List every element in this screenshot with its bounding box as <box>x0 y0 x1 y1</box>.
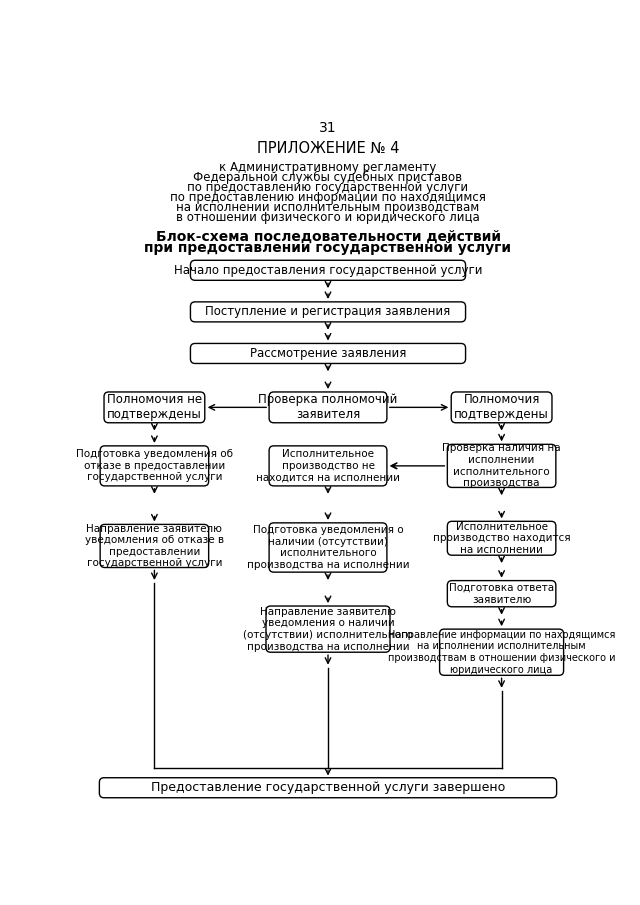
Text: Направление заявителю
уведомления о наличии
(отсутствии) исполнительного
произво: Направление заявителю уведомления о нали… <box>243 606 413 652</box>
FancyBboxPatch shape <box>269 392 387 423</box>
Text: Подготовка уведомления об
отказе в предоставлении
государственной услуги: Подготовка уведомления об отказе в предо… <box>76 449 233 482</box>
Text: Федеральной службы судебных приставов: Федеральной службы судебных приставов <box>193 171 463 184</box>
Text: при предоставлении государственной услуги: при предоставлении государственной услуг… <box>145 241 511 255</box>
Text: в отношении физического и юридического лица: в отношении физического и юридического л… <box>176 211 480 224</box>
Text: 31: 31 <box>319 121 337 135</box>
Text: Рассмотрение заявления: Рассмотрение заявления <box>250 347 406 360</box>
Text: Полномочия
подтверждены: Полномочия подтверждены <box>454 394 549 422</box>
Text: к Административному регламенту: к Административному регламенту <box>220 161 436 174</box>
FancyBboxPatch shape <box>447 521 556 555</box>
FancyBboxPatch shape <box>447 444 556 488</box>
Text: Направление заявителю
уведомления об отказе в
предоставлении
государственной усл: Направление заявителю уведомления об отк… <box>85 524 224 568</box>
Text: Блок-схема последовательности действий: Блок-схема последовательности действий <box>156 230 500 244</box>
Text: Направление информации по находящимся
на исполнении исполнительным
производствам: Направление информации по находящимся на… <box>388 630 615 674</box>
FancyBboxPatch shape <box>191 344 465 364</box>
Text: Начало предоставления государственной услуги: Начало предоставления государственной ус… <box>173 263 483 277</box>
Text: Полномочия не
подтверждены: Полномочия не подтверждены <box>107 394 202 422</box>
FancyBboxPatch shape <box>99 777 557 797</box>
Text: по предоставлению государственной услуги: по предоставлению государственной услуги <box>188 181 468 194</box>
FancyBboxPatch shape <box>440 629 564 675</box>
Text: Предоставление государственной услуги завершено: Предоставление государственной услуги за… <box>151 781 505 795</box>
Text: Поступление и регистрация заявления: Поступление и регистрация заявления <box>205 305 451 319</box>
FancyBboxPatch shape <box>100 524 209 567</box>
Text: Проверка наличия на
исполнении
исполнительного
производства: Проверка наличия на исполнении исполните… <box>442 443 561 489</box>
FancyBboxPatch shape <box>100 446 209 486</box>
Text: ПРИЛОЖЕНИЕ № 4: ПРИЛОЖЕНИЕ № 4 <box>257 141 399 156</box>
FancyBboxPatch shape <box>447 581 556 606</box>
Text: Подготовка ответа
заявителю: Подготовка ответа заявителю <box>449 583 554 605</box>
FancyBboxPatch shape <box>269 523 387 572</box>
FancyBboxPatch shape <box>191 261 465 281</box>
FancyBboxPatch shape <box>104 392 205 423</box>
Text: Подготовка уведомления о
наличии (отсутствии)
исполнительного
производства на ис: Подготовка уведомления о наличии (отсутс… <box>246 525 410 570</box>
FancyBboxPatch shape <box>266 606 390 653</box>
Text: Проверка полномочий
заявителя: Проверка полномочий заявителя <box>259 394 397 422</box>
FancyBboxPatch shape <box>451 392 552 423</box>
Text: по предоставлению информации по находящимся: по предоставлению информации по находящи… <box>170 191 486 204</box>
FancyBboxPatch shape <box>191 302 465 322</box>
FancyBboxPatch shape <box>269 446 387 486</box>
Text: на исполнении исполнительным производствам: на исполнении исполнительным производств… <box>177 201 479 214</box>
Text: Исполнительное
производство находится
на исполнении: Исполнительное производство находится на… <box>433 521 570 555</box>
Text: Исполнительное
производство не
находится на исполнении: Исполнительное производство не находится… <box>256 449 400 482</box>
